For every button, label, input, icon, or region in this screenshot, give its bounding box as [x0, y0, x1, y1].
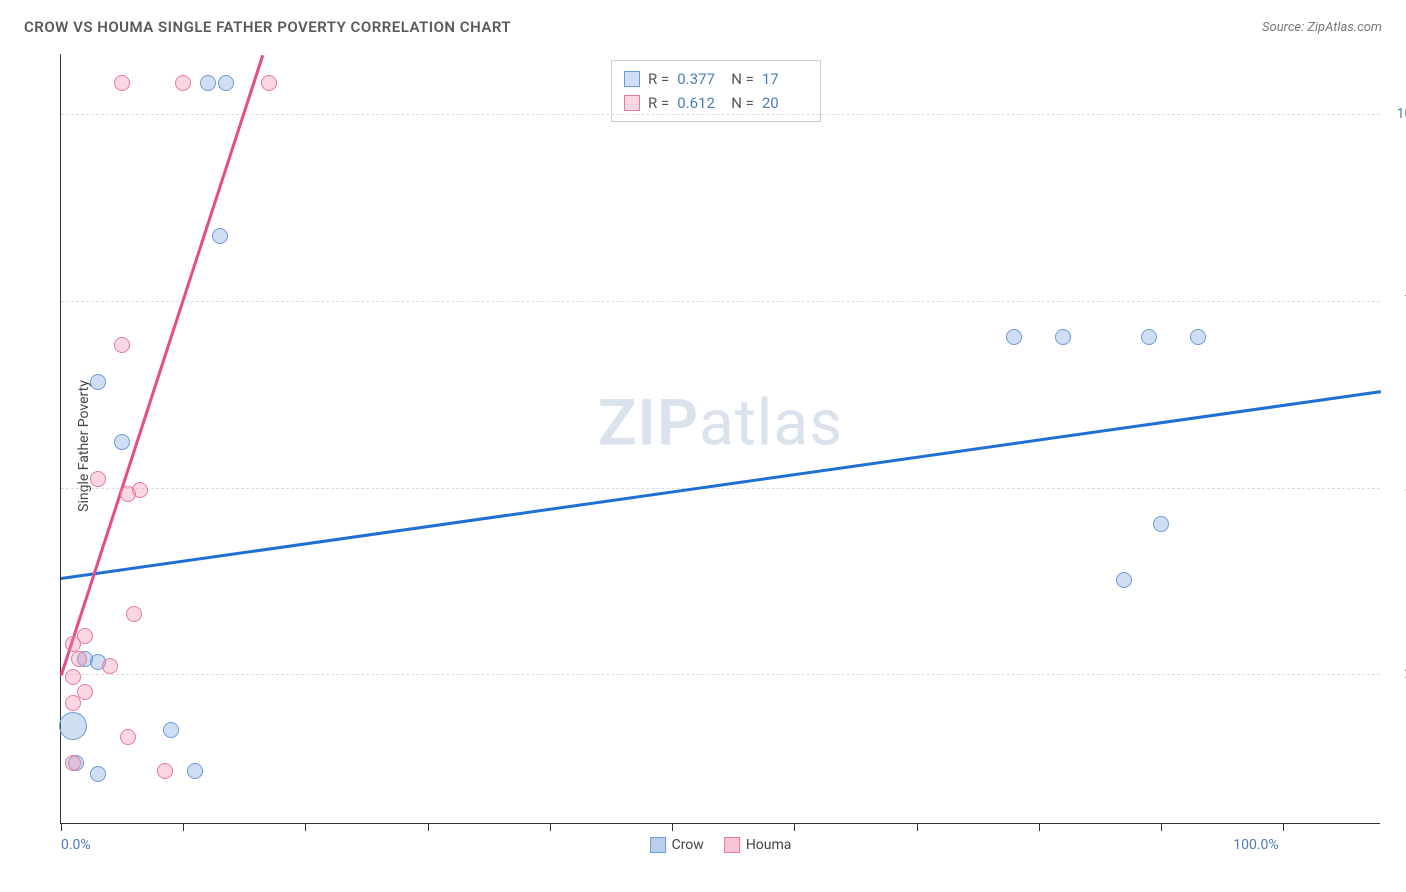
- data-point-houma: [114, 337, 130, 353]
- x-tick: [428, 823, 429, 831]
- data-point-houma: [65, 669, 81, 685]
- gridline-h: [61, 114, 1380, 115]
- stat-n-label: N =: [731, 91, 754, 115]
- data-point-crow: [200, 75, 216, 91]
- data-point-crow: [114, 434, 130, 450]
- data-point-houma: [90, 471, 106, 487]
- watermark-light: atlas: [699, 386, 843, 461]
- x-tick: [794, 823, 795, 831]
- data-point-crow: [218, 75, 234, 91]
- data-point-houma: [65, 755, 81, 771]
- gridline-h: [61, 488, 1380, 489]
- data-point-crow: [187, 763, 203, 779]
- stat-n-value: 17: [762, 67, 808, 91]
- data-point-crow: [90, 374, 106, 390]
- chart-container: CROW VS HOUMA SINGLE FATHER POVERTY CORR…: [0, 0, 1406, 892]
- x-tick: [550, 823, 551, 831]
- x-tick: [917, 823, 918, 831]
- legend-label: Houma: [746, 837, 792, 853]
- legend-bottom: Crow Houma: [650, 837, 792, 853]
- data-point-crow: [1116, 572, 1132, 588]
- data-point-houma: [175, 75, 191, 91]
- stat-n-label: N =: [731, 67, 754, 91]
- data-point-houma: [120, 729, 136, 745]
- regression-line-houma: [60, 55, 264, 676]
- x-tick: [1283, 823, 1284, 831]
- legend-stats-row: R = 0.612 N = 20: [624, 91, 808, 115]
- data-point-houma: [102, 658, 118, 674]
- data-point-houma: [71, 651, 87, 667]
- stat-r-label: R =: [648, 91, 669, 115]
- data-point-crow: [1055, 329, 1071, 345]
- gridline-h: [61, 301, 1380, 302]
- data-point-crow: [1190, 329, 1206, 345]
- data-point-crow: [1153, 516, 1169, 532]
- data-point-houma: [77, 684, 93, 700]
- data-point-crow: [59, 712, 87, 740]
- legend-stats-row: R = 0.377 N = 17: [624, 67, 808, 91]
- legend-swatch: [624, 95, 640, 111]
- x-tick-label: 0.0%: [61, 837, 91, 853]
- data-point-crow: [90, 766, 106, 782]
- source-label: Source: ZipAtlas.com: [1262, 20, 1382, 35]
- data-point-houma: [157, 763, 173, 779]
- data-point-houma: [261, 75, 277, 91]
- legend-stats-box: R = 0.377 N = 17 R = 0.612 N = 20: [611, 60, 821, 122]
- chart-title: CROW VS HOUMA SINGLE FATHER POVERTY CORR…: [24, 18, 511, 36]
- stat-r-label: R =: [648, 67, 669, 91]
- x-tick: [672, 823, 673, 831]
- stat-r-value: 0.377: [677, 67, 723, 91]
- regression-line-crow: [61, 390, 1381, 579]
- data-point-houma: [114, 75, 130, 91]
- data-point-crow: [212, 228, 228, 244]
- data-point-crow: [1141, 329, 1157, 345]
- data-point-crow: [1006, 329, 1022, 345]
- legend-swatch: [724, 837, 740, 853]
- data-point-houma: [126, 606, 142, 622]
- data-point-houma: [77, 628, 93, 644]
- data-point-crow: [163, 722, 179, 738]
- x-tick: [305, 823, 306, 831]
- watermark-bold: ZIP: [598, 386, 699, 461]
- legend-label: Crow: [672, 837, 704, 853]
- stat-r-value: 0.612: [677, 91, 723, 115]
- x-tick: [61, 823, 62, 831]
- x-tick: [1161, 823, 1162, 831]
- data-point-houma: [132, 482, 148, 498]
- title-row: CROW VS HOUMA SINGLE FATHER POVERTY CORR…: [24, 18, 1382, 36]
- x-tick-label: 100.0%: [1233, 837, 1278, 853]
- watermark: ZIPatlas: [598, 386, 843, 461]
- stat-n-value: 20: [762, 91, 808, 115]
- legend-swatch: [624, 71, 640, 87]
- legend-swatch: [650, 837, 666, 853]
- y-tick-label: 100.0%: [1397, 106, 1406, 122]
- x-tick: [1039, 823, 1040, 831]
- gridline-h: [61, 674, 1380, 675]
- legend-item: Houma: [724, 837, 792, 853]
- x-tick: [183, 823, 184, 831]
- plot-area: ZIPatlas R = 0.377N = 17R = 0.612N = 20 …: [60, 54, 1380, 824]
- legend-item: Crow: [650, 837, 704, 853]
